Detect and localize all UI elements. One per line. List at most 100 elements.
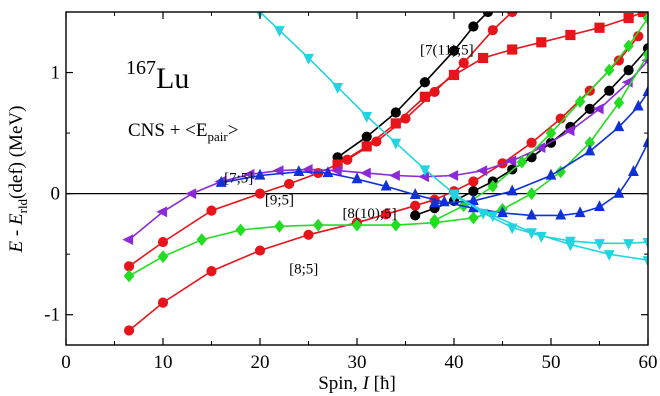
series-sBlue2 — [429, 85, 648, 208]
x-tick-label: 20 — [251, 352, 270, 373]
x-tick-label: 60 — [639, 352, 658, 373]
data-point-sBlue2 — [467, 194, 479, 206]
data-point-s8105 — [157, 250, 169, 263]
data-point-sRedSq — [361, 141, 372, 152]
data-point-sBlue2 — [632, 99, 644, 111]
data-point-sBlackMid — [623, 65, 634, 76]
data-point-s8105 — [351, 218, 363, 232]
data-point-sRedSq — [638, 12, 648, 18]
x-tick-label: 0 — [61, 352, 71, 373]
data-point-sCyan2 — [564, 240, 576, 252]
data-point-s75 — [534, 142, 546, 154]
data-point-sBlue — [215, 176, 227, 187]
data-point-sBlue — [254, 168, 266, 180]
data-point-s75 — [563, 125, 575, 137]
x-tick-label: 50 — [542, 352, 561, 373]
annotation-9-5: [9;5] — [265, 193, 294, 209]
data-point-s85 — [157, 297, 169, 308]
data-point-s75 — [330, 165, 342, 177]
data-point-sRedSq — [565, 29, 576, 41]
data-point-sBlackMid — [410, 210, 421, 221]
x-axis-prefix: Spin, — [318, 373, 362, 394]
data-point-s8105 — [555, 165, 566, 179]
data-point-sGreen2 — [623, 39, 634, 53]
data-point-s8105 — [642, 47, 648, 61]
axis-ticks: 0 10 20 30 40 50 60 -1 0 1 — [44, 11, 658, 373]
data-point-sRedSq — [419, 91, 430, 102]
data-point-s95 — [458, 57, 469, 68]
series-sRedSq — [332, 12, 648, 170]
data-point-s75 — [122, 234, 134, 246]
model-subscript: pair — [208, 129, 229, 144]
data-point-sBlue2 — [584, 144, 596, 156]
y-axis-sub: rld — [15, 198, 30, 213]
data-point-s7115 — [390, 138, 402, 150]
data-point-sRedSq — [390, 118, 401, 129]
data-point-s85 — [381, 209, 392, 220]
data-point-sBlack — [361, 131, 372, 142]
data-point-sBlue — [526, 208, 538, 220]
data-point-s7115 — [273, 26, 285, 37]
data-point-s75 — [592, 103, 604, 115]
data-point-sCyan2 — [603, 250, 615, 261]
data-point-sBlue — [409, 188, 421, 199]
annotation-8-10-5: [8(10);5] — [342, 206, 396, 222]
data-point-s7115 — [623, 239, 635, 251]
annotation-8-5: [8;5] — [289, 262, 318, 278]
data-point-s8105 — [312, 218, 324, 232]
data-point-sGreen2 — [574, 95, 586, 108]
x-tick-label: 10 — [154, 352, 173, 373]
annotation-7-11-5: [7(11);5] — [420, 42, 474, 58]
data-point-sBlue — [322, 166, 334, 178]
data-point-sBlue2 — [642, 85, 648, 97]
data-point-sRedSq — [478, 52, 489, 64]
data-point-s8105 — [468, 211, 479, 225]
data-point-sBlackMid — [604, 85, 615, 96]
data-point-s75 — [418, 171, 429, 183]
data-point-s8105 — [390, 218, 402, 232]
data-point-s95 — [487, 25, 498, 36]
data-point-s85 — [303, 229, 314, 240]
data-point-s75 — [359, 167, 371, 179]
data-point-sRedSq — [536, 37, 547, 48]
data-point-s8105 — [235, 223, 246, 237]
data-point-sBlue — [380, 179, 392, 191]
data-point-sBlue — [613, 186, 625, 198]
data-point-sGreen2 — [429, 213, 440, 227]
data-point-s7115 — [361, 112, 373, 123]
model-prefix: CNS + <E — [128, 120, 208, 141]
data-point-sBlue — [293, 165, 305, 176]
data-point-s8105 — [613, 96, 625, 110]
x-axis-symbol: I — [362, 373, 371, 394]
data-point-s7115 — [642, 237, 648, 249]
data-point-sBlue2 — [613, 120, 625, 132]
data-point-sCyan2 — [448, 191, 460, 203]
data-point-sBlack — [482, 12, 494, 18]
data-point-s85 — [613, 55, 625, 66]
y-axis-mid: - E — [6, 213, 27, 241]
data-point-s75 — [476, 165, 488, 177]
data-point-s95 — [123, 261, 135, 272]
data-point-s95 — [429, 86, 440, 98]
y-tick-label: 0 — [51, 184, 61, 205]
data-point-sBlack — [390, 107, 401, 118]
data-point-s8105 — [196, 233, 208, 247]
data-point-sCyan2 — [487, 211, 499, 223]
x-axis-unit: [ħ] — [369, 373, 396, 394]
data-point-sGreen2 — [516, 155, 528, 169]
nucleus-label: 167Lu — [126, 57, 189, 95]
data-point-s7115 — [303, 53, 314, 65]
data-point-s95 — [206, 205, 217, 216]
series-line-sCyan2 — [453, 195, 648, 261]
data-point-sGreen2 — [603, 63, 615, 77]
data-point-s85 — [254, 245, 266, 256]
data-point-sBlue — [351, 172, 363, 184]
data-point-s75 — [156, 206, 168, 218]
y-axis-title: E - Erld(def) (MeV) — [6, 106, 30, 254]
data-point-s7115 — [594, 239, 605, 251]
data-point-sRedSq — [623, 12, 634, 24]
data-point-sRedSq — [507, 44, 518, 55]
data-point-s85 — [468, 176, 479, 187]
data-point-sCyan2 — [526, 228, 538, 240]
